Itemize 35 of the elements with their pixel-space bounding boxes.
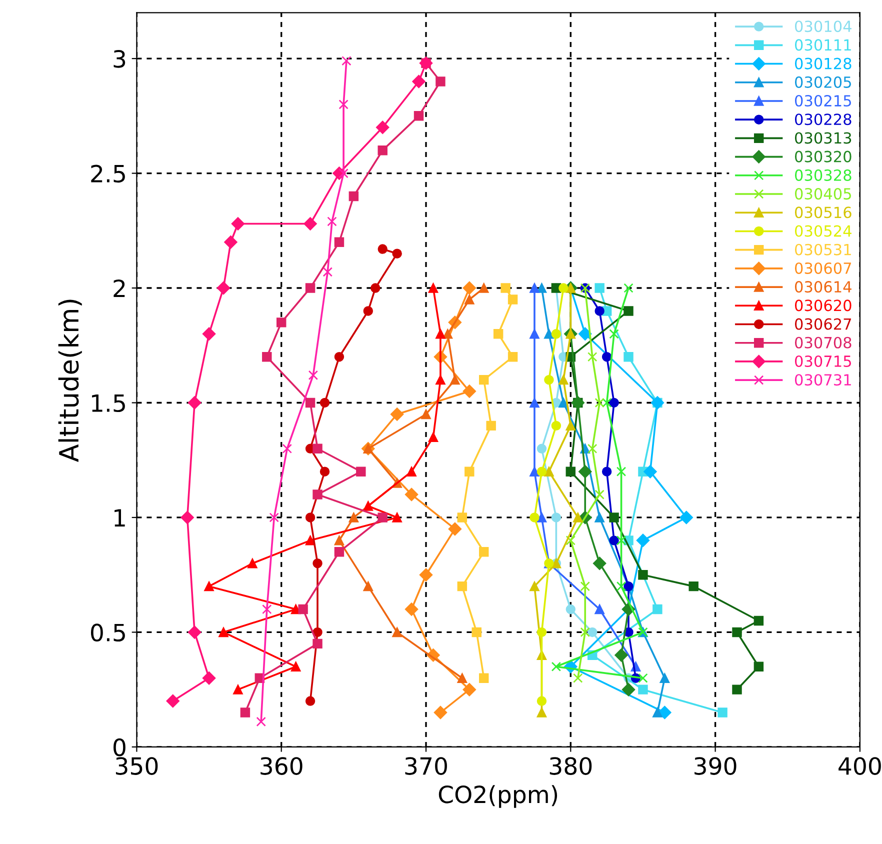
legend-label: 030128	[794, 58, 852, 70]
legend-label: 030708	[794, 336, 852, 348]
legend-label: 030104	[794, 20, 852, 32]
y-axis-title: Altitude(km)	[58, 300, 82, 462]
x-tick-label: 390	[694, 757, 736, 775]
y-tick-label: 3	[114, 50, 126, 68]
x-axis-title: CO2(ppm)	[438, 785, 558, 808]
legend-label: 030228	[794, 114, 852, 126]
legend-label: 030215	[794, 94, 851, 107]
legend-label: 030524	[794, 225, 852, 237]
x-tick-label: 350	[116, 757, 158, 775]
legend-label: 030313	[794, 132, 852, 144]
y-tick-label: 1.5	[92, 394, 125, 412]
legend-label: 030320	[794, 150, 852, 162]
legend-label: 030328	[794, 169, 852, 181]
legend-label: 030516	[794, 206, 852, 218]
legend-label: 030607	[794, 262, 852, 274]
x-tick-label: 370	[405, 757, 447, 775]
legend-label: 030627	[794, 318, 852, 330]
legend-label: 030111	[794, 39, 851, 51]
legend-label: 030531	[794, 244, 851, 256]
x-tick-label: 380	[550, 757, 592, 775]
legend-label: 030205	[794, 76, 851, 88]
legend-label: 030620	[794, 300, 852, 312]
y-tick-label: 2.5	[91, 164, 125, 183]
x-tick-label: 360	[260, 757, 302, 775]
legend-label: 030405	[794, 188, 851, 200]
y-tick-label: 0.5	[90, 624, 125, 642]
y-tick-label: 1	[114, 509, 125, 526]
legend-label: 030614	[794, 281, 852, 293]
legend-label: 030731	[794, 374, 851, 386]
x-tick-label: 400	[838, 757, 881, 775]
legend-label: 030715	[794, 355, 851, 368]
y-tick-label: 2	[114, 279, 125, 297]
y-tick-label: 0	[114, 738, 126, 756]
